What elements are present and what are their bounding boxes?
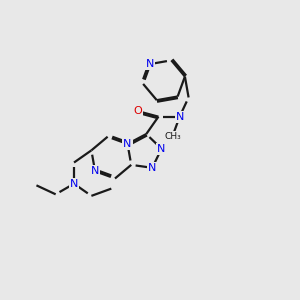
Text: O: O bbox=[134, 106, 142, 116]
Text: N: N bbox=[91, 166, 99, 176]
Text: N: N bbox=[70, 179, 78, 189]
Text: N: N bbox=[157, 144, 166, 154]
Text: N: N bbox=[146, 59, 154, 69]
Text: CH₃: CH₃ bbox=[164, 132, 181, 141]
Text: N: N bbox=[176, 112, 184, 122]
Text: N: N bbox=[148, 163, 156, 173]
Text: N: N bbox=[123, 139, 132, 149]
